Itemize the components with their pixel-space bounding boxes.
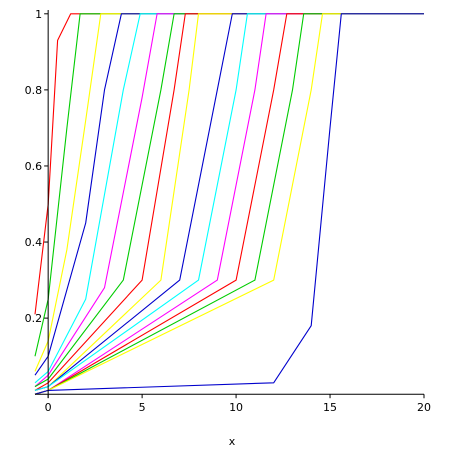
x-tick-label-2: 10	[229, 401, 243, 414]
x-tick-label-4: 20	[417, 401, 431, 414]
series-line-3	[34, 13, 424, 372]
series-line-8	[34, 13, 424, 391]
series-line-13	[34, 13, 424, 395]
y-tick-label-4: 1	[35, 8, 42, 21]
y-tick-label-0: 0.2	[25, 312, 43, 325]
y-tick-label-3: 0.8	[25, 84, 43, 97]
y-tick-label-2: 0.6	[25, 160, 43, 173]
axes-layer: 0 5 10 15 20 0.2 0.4 0.6 0.8 1	[25, 8, 431, 414]
x-axis-label: x	[229, 435, 236, 448]
x-tick-label-0: 0	[45, 401, 52, 414]
x-tick-label-3: 15	[323, 401, 337, 414]
series-line-16	[34, 13, 424, 395]
series-line-15	[34, 13, 424, 395]
x-tick-label-1: 5	[139, 401, 146, 414]
series-line-14	[34, 13, 424, 395]
series-layer	[34, 13, 424, 395]
series-line-1	[34, 13, 424, 315]
series-line-12	[34, 13, 424, 395]
y-tick-label-1: 0.4	[25, 236, 43, 249]
